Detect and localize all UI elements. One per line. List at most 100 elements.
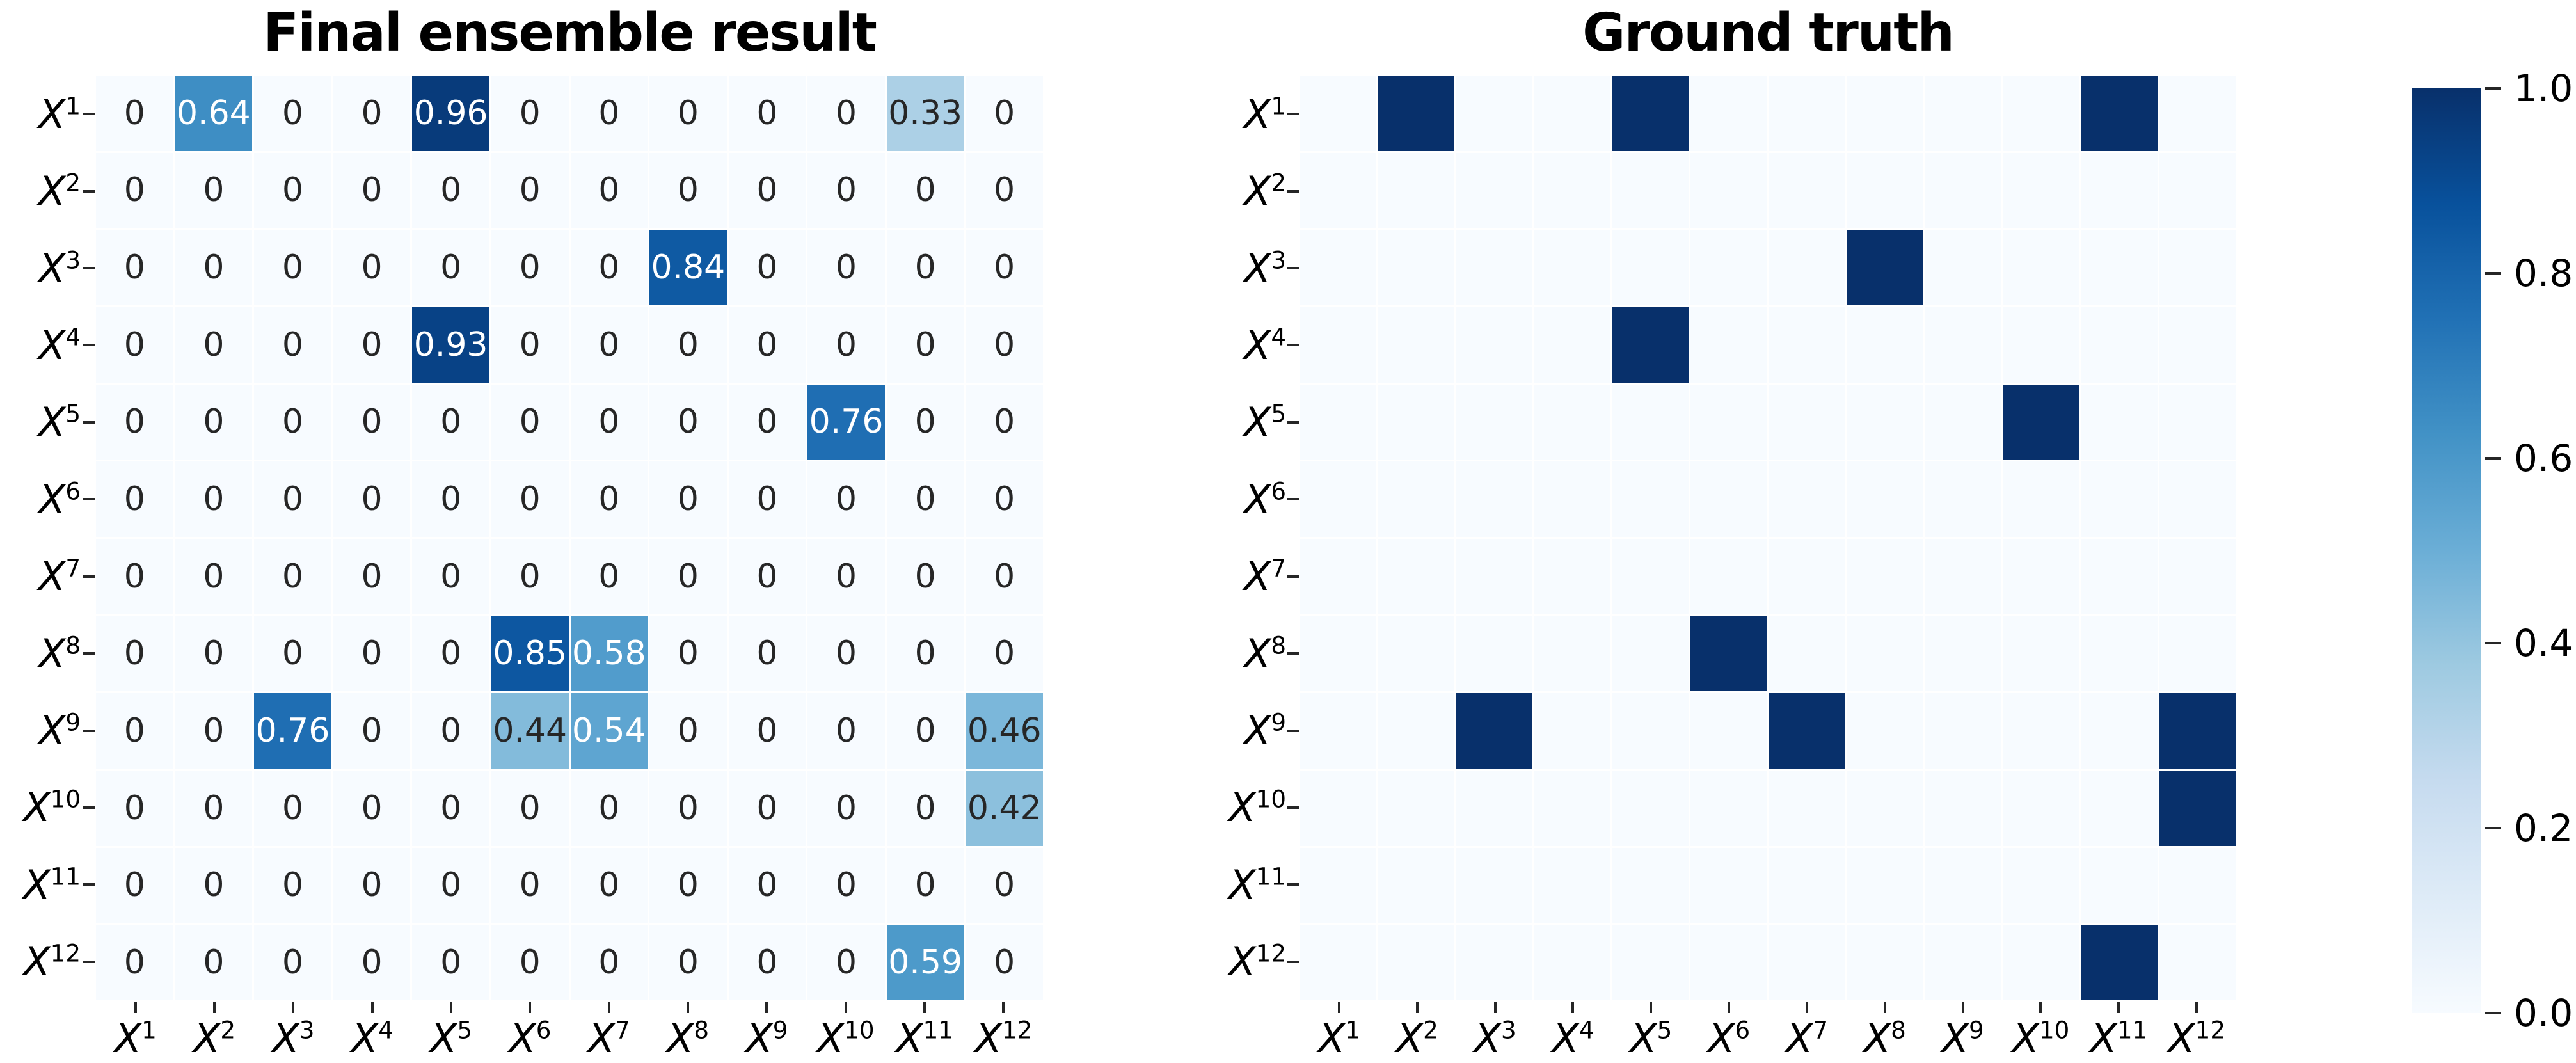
y-tick-label: X5 bbox=[38, 399, 81, 446]
y-tick-mark bbox=[83, 76, 95, 152]
heatmap-cell: 0 bbox=[649, 770, 727, 846]
heatmap-cell bbox=[1612, 770, 1689, 846]
heatmap-cell: 0.58 bbox=[570, 616, 648, 692]
heatmap-cell bbox=[1769, 693, 1845, 769]
x-tick-mark bbox=[1924, 1002, 2002, 1013]
final-ensemble-y-axis-labels: X1 X2 X3 X4 X5 X6 X7 X8 X9 X10 X11 X12 bbox=[0, 76, 81, 1000]
heatmap-cell: 0 bbox=[333, 538, 411, 614]
heatmap-cell bbox=[1456, 230, 1533, 305]
heatmap-cell: 0 bbox=[333, 76, 411, 151]
heatmap-cell bbox=[1300, 847, 1377, 923]
heatmap-cell: 0 bbox=[570, 152, 648, 228]
heatmap-cell bbox=[2159, 925, 2236, 1000]
heatmap-cell bbox=[1534, 384, 1611, 460]
heatmap-cell bbox=[1456, 307, 1533, 383]
heatmap-cell: 0 bbox=[649, 307, 727, 383]
heatmap-cell: 0 bbox=[728, 76, 806, 151]
x-tick-mark bbox=[96, 1002, 175, 1013]
heatmap-cell: 0 bbox=[728, 616, 806, 692]
heatmap-cell: 0 bbox=[807, 76, 885, 151]
colorbar-tick-label: 0.6 bbox=[2514, 436, 2573, 480]
heatmap-cell: 0 bbox=[333, 847, 411, 923]
ground-truth-title: Ground truth bbox=[1582, 3, 1955, 63]
colorbar-tick-label: 0.4 bbox=[2514, 621, 2573, 665]
heatmap-cell: 0 bbox=[491, 925, 569, 1000]
ground-truth-y-axis-ticks bbox=[1287, 76, 1299, 1000]
heatmap-cell: 0 bbox=[570, 76, 648, 151]
x-tick-mark bbox=[1690, 1002, 1768, 1013]
x-tick-mark bbox=[411, 1002, 490, 1013]
heatmap-cell: 0 bbox=[886, 847, 964, 923]
heatmap-cell bbox=[1534, 925, 1611, 1000]
heatmap-cell bbox=[2081, 847, 2158, 923]
heatmap-cell bbox=[1925, 384, 2001, 460]
y-tick-label: X8 bbox=[38, 630, 81, 677]
heatmap-cell bbox=[1612, 152, 1689, 228]
heatmap-cell bbox=[1378, 616, 1455, 692]
y-tick-label: X7 bbox=[38, 553, 81, 600]
heatmap-cell bbox=[1690, 76, 1767, 151]
colorbar-tick-mark bbox=[2485, 87, 2501, 90]
heatmap-cell: 0 bbox=[649, 152, 727, 228]
heatmap-cell: 0.42 bbox=[966, 770, 1043, 846]
heatmap-cell: 0 bbox=[96, 461, 173, 537]
y-tick-label: X5 bbox=[1243, 399, 1286, 446]
heatmap-cell bbox=[1769, 616, 1845, 692]
heatmap-cell bbox=[1300, 76, 1377, 151]
heatmap-cell: 0 bbox=[412, 152, 489, 228]
heatmap-cell bbox=[1690, 461, 1767, 537]
y-tick-label: X11 bbox=[23, 861, 81, 908]
y-tick-mark bbox=[83, 615, 95, 692]
heatmap-cell bbox=[1847, 230, 1923, 305]
heatmap-cell bbox=[1378, 538, 1455, 614]
y-tick-label: X3 bbox=[38, 244, 81, 292]
heatmap-cell: 0 bbox=[96, 925, 173, 1000]
heatmap-cell bbox=[1456, 770, 1533, 846]
y-tick-label: X1 bbox=[1243, 90, 1286, 138]
heatmap-cell: 0 bbox=[96, 76, 173, 151]
heatmap-cell: 0.84 bbox=[649, 230, 727, 305]
y-tick-mark bbox=[1287, 615, 1299, 692]
heatmap-cell: 0 bbox=[175, 925, 253, 1000]
heatmap-cell bbox=[1534, 847, 1611, 923]
heatmap-cell: 0 bbox=[649, 76, 727, 151]
heatmap-cell bbox=[1769, 152, 1845, 228]
y-tick-mark bbox=[1287, 769, 1299, 846]
heatmap-cell bbox=[1378, 925, 1455, 1000]
heatmap-cell: 0 bbox=[175, 152, 253, 228]
heatmap-cell: 0 bbox=[412, 616, 489, 692]
heatmap-cell bbox=[2003, 770, 2079, 846]
heatmap-cell bbox=[1300, 693, 1377, 769]
heatmap-cell: 0 bbox=[175, 461, 253, 537]
heatmap-cell bbox=[1925, 76, 2001, 151]
heatmap-cell: 0 bbox=[254, 152, 331, 228]
x-tick-mark bbox=[2002, 1002, 2080, 1013]
heatmap-cell bbox=[1300, 770, 1377, 846]
heatmap-cell: 0 bbox=[96, 538, 173, 614]
heatmap-cell bbox=[1534, 76, 1611, 151]
heatmap-cell bbox=[2081, 538, 2158, 614]
heatmap-cell bbox=[1534, 152, 1611, 228]
heatmap-cell: 0 bbox=[333, 152, 411, 228]
heatmap-cell: 0 bbox=[333, 461, 411, 537]
y-tick-label: X11 bbox=[1228, 861, 1286, 908]
y-tick-mark bbox=[1287, 152, 1299, 229]
heatmap-cell: 0 bbox=[254, 538, 331, 614]
heatmap-cell: 0 bbox=[333, 925, 411, 1000]
heatmap-cell bbox=[1300, 538, 1377, 614]
heatmap-cell: 0 bbox=[96, 693, 173, 769]
heatmap-cell: 0 bbox=[570, 538, 648, 614]
x-tick-label: X2 bbox=[1395, 1015, 1438, 1062]
heatmap-cell: 0 bbox=[649, 384, 727, 460]
heatmap-cell bbox=[1690, 693, 1767, 769]
heatmap-cell bbox=[1534, 230, 1611, 305]
heatmap-cell: 0 bbox=[254, 616, 331, 692]
heatmap-cell: 0 bbox=[412, 461, 489, 537]
heatmap-cell bbox=[1612, 925, 1689, 1000]
final-ensemble-y-axis-ticks bbox=[83, 76, 95, 1000]
heatmap-cell bbox=[1847, 307, 1923, 383]
heatmap-cell bbox=[1612, 847, 1689, 923]
heatmap-cell: 0 bbox=[807, 230, 885, 305]
x-tick-label: X12 bbox=[974, 1015, 1033, 1062]
x-tick-mark bbox=[333, 1002, 411, 1013]
